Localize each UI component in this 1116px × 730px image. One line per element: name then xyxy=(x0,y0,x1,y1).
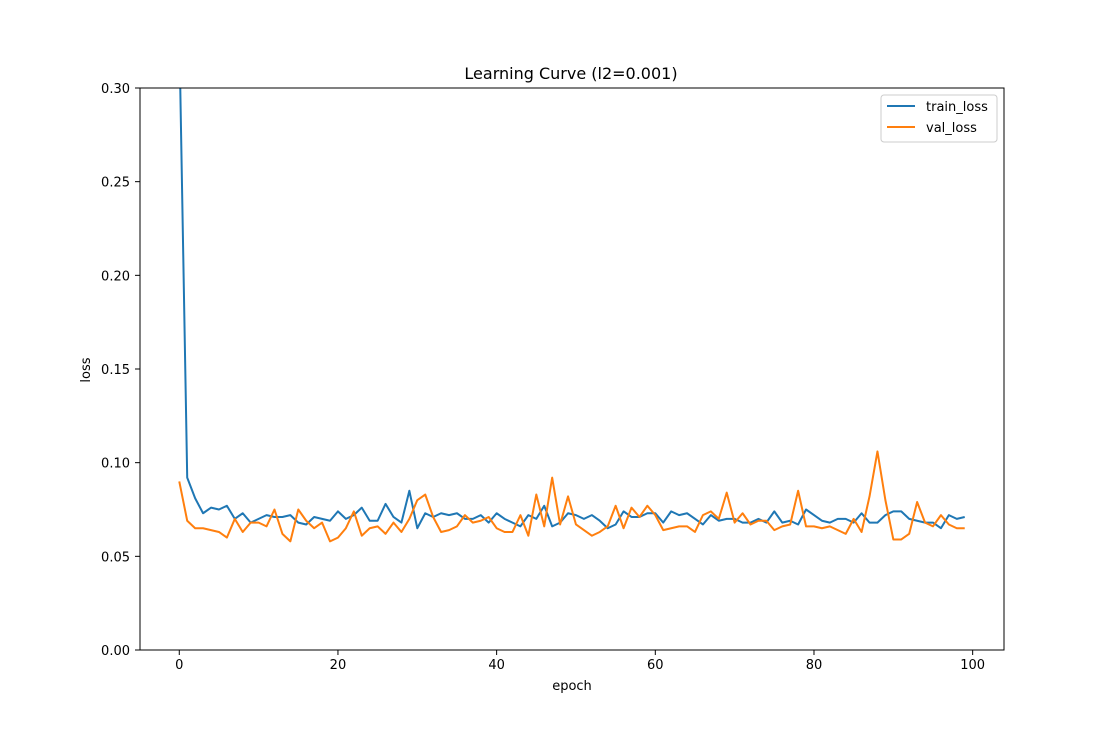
y-tick-label: 0.15 xyxy=(101,363,130,378)
x-tick-label: 40 xyxy=(488,658,505,673)
y-tick-label: 0.30 xyxy=(101,82,130,97)
series-line-val-loss xyxy=(178,450,965,543)
series-layer xyxy=(178,88,965,543)
x-tick-label: 60 xyxy=(647,658,664,673)
x-tick-label: 20 xyxy=(330,658,347,673)
legend-label-train-loss: train_loss xyxy=(926,100,988,115)
y-tick-label: 0.00 xyxy=(101,644,130,659)
x-tick-label: 100 xyxy=(960,658,985,673)
y-axis-label: loss xyxy=(79,357,94,382)
y-tick-label: 0.05 xyxy=(101,550,130,565)
y-axis: 0.00 0.05 0.10 0.15 0.20 0.25 0.30 xyxy=(101,82,140,659)
x-axis: 0 20 40 60 80 100 xyxy=(175,650,985,673)
x-tick-label: 0 xyxy=(175,658,183,673)
y-tick-label: 0.25 xyxy=(101,176,130,191)
legend: train_loss val_loss xyxy=(880,94,998,143)
y-tick-label: 0.20 xyxy=(101,269,130,284)
legend-label-val-loss: val_loss xyxy=(926,121,977,136)
chart-title: Learning Curve (l2=0.001) xyxy=(464,64,677,83)
series-line-train-loss xyxy=(179,88,965,530)
y-tick-label: 0.10 xyxy=(101,457,130,472)
x-axis-label: epoch xyxy=(552,679,592,694)
x-tick-label: 80 xyxy=(806,658,823,673)
